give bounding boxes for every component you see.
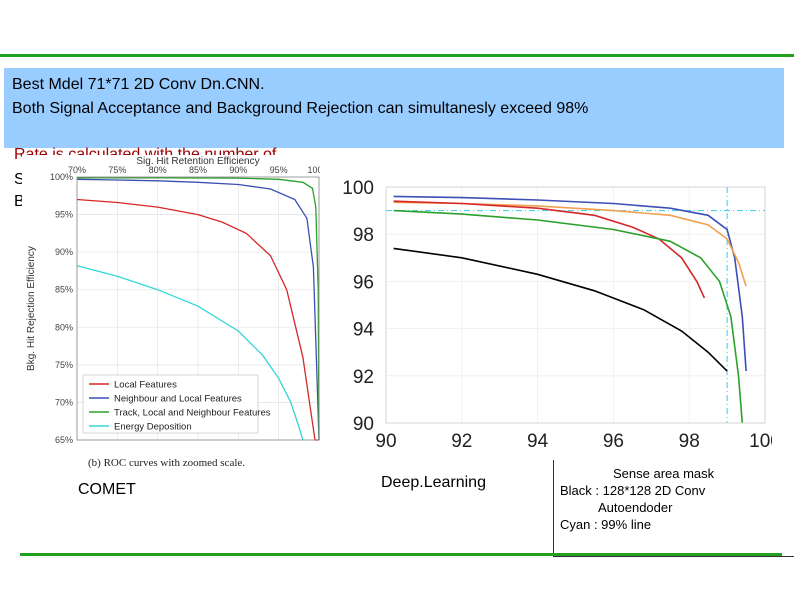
comet-y-tick-label: 80%	[55, 322, 73, 332]
dl-series-line-5	[393, 247, 728, 372]
comet-caption: COMET	[78, 481, 136, 498]
dl-x-tick-label: 94	[527, 431, 549, 452]
comet-y-tick-label: 95%	[55, 210, 73, 220]
deep-learning-chart-svg: 90 92 94 96 98 100 90 92 94 96 98 100	[342, 178, 781, 452]
comet-legend-label: Track, Local and Neighbour Features	[114, 408, 271, 419]
dl-y-tick-label: 100	[342, 178, 374, 199]
deep-learning-roc-chart: 90 92 94 96 98 100 90 92 94 96 98 100	[320, 163, 781, 466]
comet-x-tick-label: 80%	[149, 165, 167, 175]
comet-y-tick-label: 85%	[55, 285, 73, 295]
dl-series-line-3	[393, 200, 706, 299]
notes-box	[553, 460, 794, 557]
comet-x-tick-label: 95%	[270, 165, 288, 175]
dl-y-tick-label: 96	[353, 272, 374, 293]
dl-x-tick-label: 92	[451, 431, 472, 452]
dl-series-line-1	[393, 195, 747, 372]
comet-series-line-1	[76, 198, 319, 441]
bottom-green-rule	[20, 553, 782, 556]
header-subtitle: Both Signal Acceptance and Background Re…	[12, 100, 589, 117]
header-box	[4, 68, 784, 148]
dl-y-tick-label: 92	[353, 367, 374, 388]
comet-roc-chart: 70% 75% 80% 85% 90% 95% 100% 65% 70% 75% 80% 85% 90%…	[22, 155, 332, 473]
comet-legend	[82, 374, 259, 434]
comet-x-tick-label: 85%	[189, 165, 207, 175]
note-line-1: Sense area mask	[613, 466, 715, 481]
comet-x-tick-label: 75%	[108, 165, 126, 175]
dl-x-tick-label: 96	[603, 431, 624, 452]
header-title: Best Mdel 71*71 2D Conv Dn.CNN.	[12, 76, 265, 93]
comet-legend-label: Neighbour and Local Features	[114, 394, 242, 405]
comet-x-tick-label: 90%	[229, 165, 247, 175]
dl-y-tick-label: 98	[353, 225, 374, 246]
comet-series-line-4	[76, 265, 304, 441]
comet-y-axis-label: Bkg. Hit Rejection Efficiency	[26, 246, 37, 371]
comet-legend-label: Local Features	[114, 380, 177, 391]
deep-learning-caption: Deep.Learning	[381, 474, 486, 491]
comet-y-tick-label: 90%	[55, 247, 73, 257]
comet-subcaption: (b) ROC curves with zoomed scale.	[88, 457, 245, 469]
comet-series-line-3	[77, 177, 320, 441]
s-text-fragment: S	[14, 171, 25, 188]
top-green-rule	[0, 54, 794, 57]
comet-y-tick-label: 65%	[55, 435, 73, 445]
dl-y-tick-label: 94	[353, 320, 375, 341]
comet-x-tick-label: 100%	[307, 165, 330, 175]
comet-chart-svg: 70% 75% 80% 85% 90% 95% 100% 65% 70% 75% 80% 85% 90%…	[26, 156, 331, 469]
comet-y-tick-label: 75%	[55, 360, 73, 370]
comet-x-axis-label: Sig. Hit Retention Efficiency	[136, 156, 259, 167]
dl-y-tick-label: 90	[353, 414, 374, 435]
dl-x-tick-label: 98	[679, 431, 700, 452]
b-text-fragment: B	[14, 193, 25, 210]
comet-legend-label: Energy Deposition	[114, 422, 192, 433]
comet-y-tick-label: 70%	[55, 397, 73, 407]
comet-series-line-2	[76, 178, 320, 441]
comet-x-tick-label: 70%	[68, 165, 86, 175]
dl-x-tick-label: 100	[749, 431, 772, 452]
note-line-4: Cyan : 99% line	[560, 517, 652, 532]
note-line-2: Black : 128*128 2D Conv	[560, 483, 706, 498]
dl-series-line-4	[393, 209, 744, 424]
dl-x-tick-label: 90	[375, 431, 396, 452]
comet-y-tick-label: 100%	[50, 172, 73, 182]
note-line-3: Autoendoder	[598, 500, 673, 515]
